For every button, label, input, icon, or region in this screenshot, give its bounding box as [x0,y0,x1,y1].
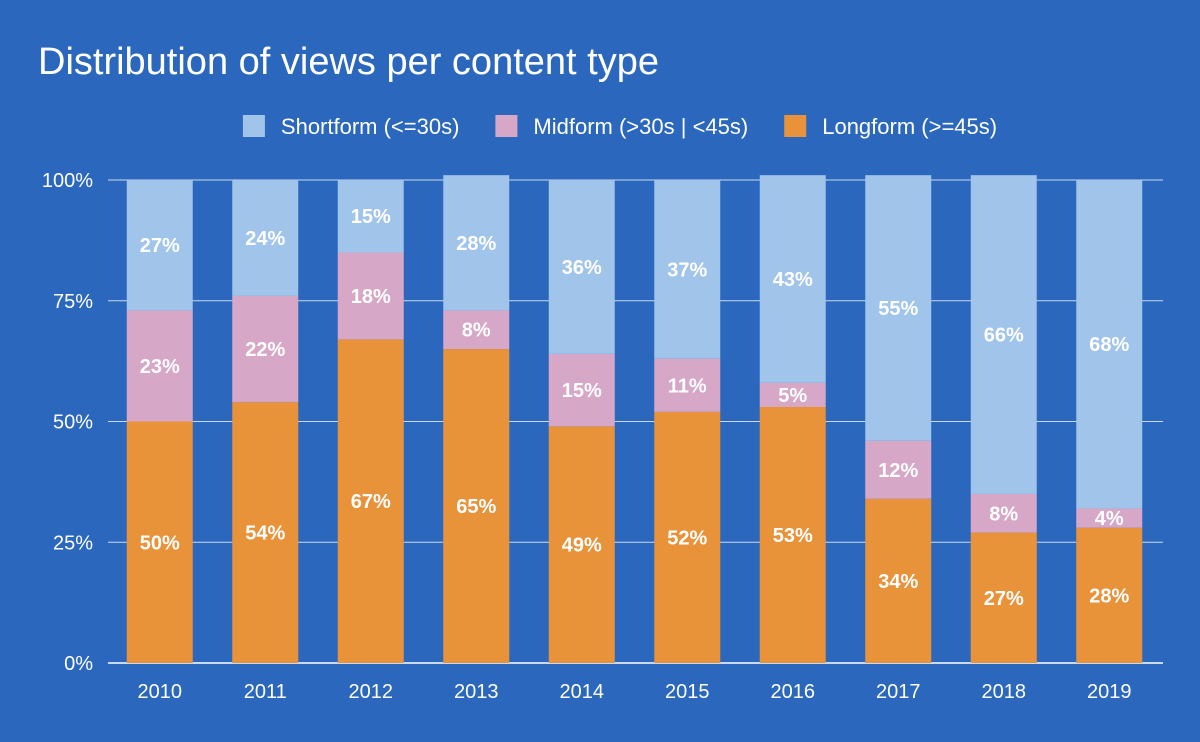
data-label-longform-45s-2017: 34% [878,571,918,593]
x-tick-label-2017: 2017 [876,681,921,703]
data-label-longform-45s-2016: 53% [773,525,813,547]
data-label-shortform-30s-2010: 27% [140,235,180,257]
bar-longform-45s-2012 [337,339,404,663]
bar-longform-45s-2015 [654,411,721,663]
data-label-shortform-30s-2011: 24% [245,228,285,250]
data-label-midform-30s-45s-2018: 8% [989,503,1018,525]
bar-midform-30s-45s-2016 [759,382,826,408]
bars [126,175,1143,663]
data-label-midform-30s-45s-2010: 23% [140,356,180,378]
bar-shortform-30s-2015 [654,180,721,359]
bar-shortform-30s-2017 [865,175,932,441]
x-tick-label-2011: 2011 [244,681,287,703]
data-label-midform-30s-45s-2019: 4% [1095,508,1124,530]
legend: Shortform (<=30s) Midform (>30s | <45s) Lo… [242,114,997,139]
legend-item-longform-45s: Longform (>=45s) [784,114,997,139]
y-tick-label: 50% [53,412,93,434]
data-label-shortform-30s-2018: 66% [984,325,1024,347]
bar-midform-30s-45s-2010 [126,310,193,422]
bar-midform-30s-45s-2017 [865,440,932,499]
bar-longform-45s-2017 [865,498,932,663]
bar-shortform-30s-2011 [232,180,299,296]
data-label-midform-30s-45s-2013: 8% [462,320,491,342]
data-label-longform-45s-2015: 52% [667,527,707,549]
legend-swatch [784,115,807,137]
bar-midform-30s-45s-2014 [548,353,615,427]
data-label-shortform-30s-2016: 43% [773,269,813,291]
legend-swatch [495,115,518,137]
legend-item-midform-30s-45s: Midform (>30s | <45s) [495,114,748,139]
chart-title: Distribution of views per content type [38,41,659,83]
bar-shortform-30s-2014 [548,180,615,354]
y-tick-label: 25% [53,532,93,554]
y-tick-label: 75% [53,291,93,313]
bar-longform-45s-2013 [443,349,510,663]
legend-label: Longform (>=45s) [822,114,997,139]
x-tick-label-2012: 2012 [349,681,394,703]
data-label-longform-45s-2010: 50% [140,532,180,554]
data-labels: 50% 23% 27% 54% 22% 24% 67% 18% 15% 65% 8% 28% 49% 15… [140,206,1130,610]
bar-shortform-30s-2012 [337,180,404,253]
x-axis: 2010 2011 2012 2013 2014 2015 2016 2017 2018 2019 [138,681,1132,703]
data-label-midform-30s-45s-2014: 15% [562,380,602,402]
bar-midform-30s-45s-2018 [970,493,1037,533]
data-label-longform-45s-2019: 28% [1089,585,1129,607]
bar-shortform-30s-2013 [443,175,510,311]
x-tick-label-2019: 2019 [1087,681,1132,703]
data-label-shortform-30s-2017: 55% [878,298,918,320]
data-label-shortform-30s-2012: 15% [351,206,391,228]
data-label-midform-30s-45s-2015: 11% [668,375,707,397]
bar-shortform-30s-2018 [970,175,1037,494]
y-tick-label: 0% [64,653,93,675]
data-label-longform-45s-2013: 65% [456,496,496,518]
bar-longform-45s-2011 [232,402,299,663]
x-tick-label-2016: 2016 [771,681,816,703]
x-tick-label-2010: 2010 [138,681,183,703]
x-tick-label-2018: 2018 [982,681,1027,703]
x-tick-label-2015: 2015 [665,681,710,703]
bar-midform-30s-45s-2012 [337,252,404,340]
data-label-shortform-30s-2019: 68% [1089,334,1129,356]
y-axis: 0% 25% 50% 75% 100% [42,170,93,675]
bar-longform-45s-2010 [126,421,193,663]
legend-item-shortform-30s: Shortform (<=30s) [242,114,460,139]
bar-longform-45s-2019 [1076,527,1143,663]
bar-shortform-30s-2019 [1076,180,1143,509]
bar-longform-45s-2014 [548,426,615,663]
data-label-midform-30s-45s-2011: 22% [245,339,285,361]
data-label-longform-45s-2018: 27% [984,588,1024,610]
data-label-midform-30s-45s-2016: 5% [778,385,807,407]
bar-midform-30s-45s-2019 [1076,508,1143,528]
data-label-shortform-30s-2014: 36% [562,257,602,279]
x-tick-label-2014: 2014 [560,681,605,703]
data-label-longform-45s-2012: 67% [351,491,391,513]
bar-midform-30s-45s-2013 [443,310,510,350]
bar-midform-30s-45s-2011 [232,295,299,403]
y-tick-label: 100% [42,170,93,192]
bar-shortform-30s-2010 [126,180,193,311]
data-label-longform-45s-2011: 54% [245,523,285,545]
bar-shortform-30s-2016 [759,175,826,383]
bar-longform-45s-2018 [970,532,1037,663]
data-label-midform-30s-45s-2012: 18% [351,286,391,308]
data-label-midform-30s-45s-2017: 12% [878,460,918,482]
legend-label: Midform (>30s | <45s) [533,114,748,139]
data-label-shortform-30s-2015: 37% [667,259,707,281]
bar-midform-30s-45s-2015 [654,358,721,412]
legend-swatch [242,115,265,137]
data-label-longform-45s-2014: 49% [562,535,602,557]
legend-label: Shortform (<=30s) [281,114,460,139]
bar-longform-45s-2016 [759,407,826,663]
data-label-shortform-30s-2013: 28% [456,233,496,255]
x-tick-label-2013: 2013 [454,681,499,703]
